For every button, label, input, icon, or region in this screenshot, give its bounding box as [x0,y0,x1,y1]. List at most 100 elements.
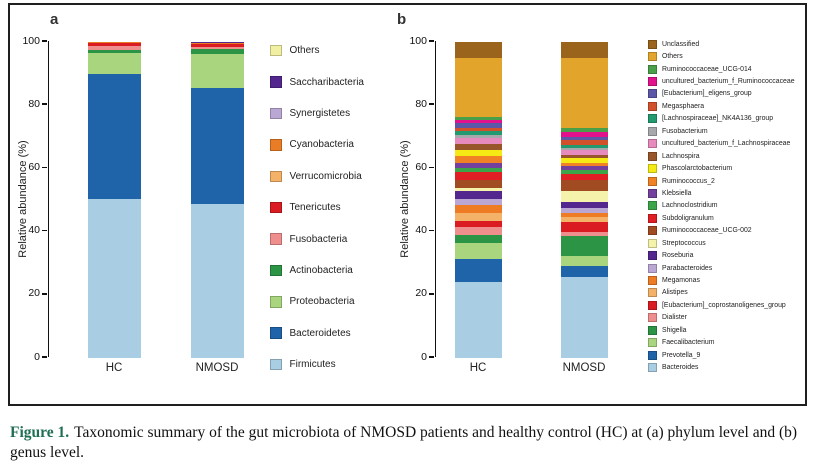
stacked-bar-hc-phylum [88,42,141,358]
y-axis-title-genus: Relative abundance (%) [399,140,411,258]
legend-label: Faecalibacterium [662,339,715,347]
legend-label: Megasphaera [662,102,705,110]
segment-klebsiella-nmosd [561,165,608,171]
legend-swatch-firmicutes [270,358,282,371]
legend-swatch-faecalibacterium [648,338,657,348]
segment-megamonas-nmosd [561,212,608,217]
legend-swatch-lachnoclostridium [648,201,657,211]
legend-label: uncultured_bacterium_f_Ruminococcaceae [662,78,795,86]
legend-item-shigella: Shigella [648,324,795,336]
y-axis-genus: 0 20 40 60 80 100 [409,35,436,363]
segment-ruminococcaceae-ucg-014-nmosd [561,128,608,132]
legend-label: Tenericutes [289,202,341,214]
legend-item-phascolarctobacterium: Phascolarctobacterium [648,162,795,174]
y-tick-label: 60 [415,160,427,173]
legend-label: Prevotella_9 [662,351,701,359]
legend-swatch-uncultured-bacterium-f-lachnospiraceae [648,139,657,149]
legend-label: Bacteroides [662,364,699,372]
segment-eubacterium-eligens-group-hc [455,123,502,129]
segment-parabacteroides-hc [455,198,502,206]
legend-swatch-proteobacteria [270,296,282,308]
stacked-bar-hc-genus [455,42,502,358]
segment-dialister-nmosd [561,231,608,237]
legend-item-unclassified: Unclassified [648,38,795,50]
legend-swatch-saccharibacteria [270,76,282,88]
legend-swatch-eubacterium-eligens-group [648,89,657,99]
legend-item-roseburia: Roseburia [648,249,795,261]
legend-swatch-parabacteroides [648,263,657,273]
segment-ruminococcus-2-hc [455,155,502,163]
legend-item-actinobacteria: Actinobacteria [270,255,364,286]
legend-swatch-unclassified [648,39,657,49]
legend-item-megamonas: Megamonas [648,274,795,286]
segment-eubacterium-coprostanoligenes-group-nmosd [561,222,608,232]
legend-label: Phascolarctobacterium [662,165,733,173]
legend-label: Fusobacteria [289,233,348,245]
legend-swatch-tenericutes [270,201,282,214]
legend-item-faecalibacterium: Faecalibacterium [648,337,795,349]
legend-label: Firmicutes [289,359,336,371]
y-tick-label: 80 [415,97,427,110]
y-tick-label: 80 [28,97,40,110]
legend-label: Lachnospira [662,152,700,160]
segment-tenericutes-hc [88,43,141,46]
legend-item-eubacterium-eligens-group: [Eubacterium]_eligens_group [648,88,795,100]
legend-item-uncultured-bacterium-f-lachnospiraceae: uncultured_bacterium_f_Lachnospiraceae [648,138,795,150]
y-tick-label: 40 [415,224,427,237]
legend-label: Lachnoclostridium [662,202,718,210]
legend-item-fusobacteria: Fusobacteria [270,223,364,254]
y-tick-mark [42,293,47,295]
legend-item-others: Others [270,35,364,66]
segment-ruminococcaceae-ucg-002-hc [455,180,502,189]
legend-swatch-roseburia [648,251,657,261]
segment-fusobacterium-hc [455,135,502,139]
segment-ruminococcus-2-nmosd [561,163,608,166]
legend-genus: Unclassified Others Ruminococcaceae_UCG-01… [648,38,795,374]
figure-caption: Figure 1. Taxonomic summary of the gut mi… [10,423,804,463]
legend-swatch-bacteroidetes [270,327,282,339]
legend-label: Cyanobacteria [289,139,354,151]
legend-swatch-prevotella-9 [648,350,657,360]
legend-item-proteobacteria: Proteobacteria [270,286,364,317]
legend-item-ruminococcaceae-ucg-014: Ruminococcaceae_UCG-014 [648,63,795,75]
legend-item-prevotella-9: Prevotella_9 [648,349,795,361]
legend-item-dialister: Dialister [648,312,795,324]
caption-label: Figure 1. [10,424,70,441]
segment-proteobacteria-hc [88,52,141,74]
y-tick-mark [42,103,47,105]
legend-item-lachnospiraceae-nk4a136-group: [Lachnospiraceae]_NK4A136_group [648,113,795,125]
segment-fusobacteria-nmosd [191,47,244,49]
segment-dialister-hc [455,227,502,236]
legend-label: Others [289,45,320,57]
legend-item-tenericutes: Tenericutes [270,192,364,223]
legend-item-lachnospira: Lachnospira [648,150,795,162]
segment-subdoligranulum-hc [455,172,502,181]
x-label-nmosd-phylum: NMOSD [195,362,239,374]
segment-klebsiella-hc [455,162,502,168]
x-label-hc-phylum: HC [105,362,123,374]
y-tick-mark [429,166,434,169]
segment-uncultured-bacterium-f-ruminococcaceae-hc [455,120,502,124]
legend-item-lachnoclostridium: Lachnoclostridium [648,200,795,212]
legend-item-firmicutes: Firmicutes [270,349,364,380]
y-tick-label: 40 [28,224,40,237]
legend-label: Alistipes [662,289,688,297]
legend-item-eubacterium-coprostanoligenes-group: [Eubacterium]_coprostanoligenes_group [648,299,795,311]
legend-swatch-others [270,44,282,57]
segment-bacteroides-nmosd [561,277,608,358]
segment-others-nmosd [561,57,608,129]
legend-item-synergistetes: Synergistetes [270,98,364,129]
legend-label: Dialister [662,314,687,322]
y-tick-label: 20 [415,287,427,300]
segment-firmicutes-hc [88,199,141,358]
stacked-bar-nmosd-genus [561,42,608,358]
legend-swatch-klebsiella [648,188,657,198]
segment-uncultured-bacterium-f-ruminococcaceae-nmosd [561,131,608,138]
legend-label: Megamonas [662,277,700,285]
y-tick-mark [42,229,47,232]
y-tick-mark [429,103,434,105]
legend-swatch-megasphaera [648,101,657,111]
segment-bacteroides-hc [455,282,502,358]
segment-fusobacterium-nmosd [561,147,608,151]
legend-item-cyanobacteria: Cyanobacteria [270,129,364,160]
